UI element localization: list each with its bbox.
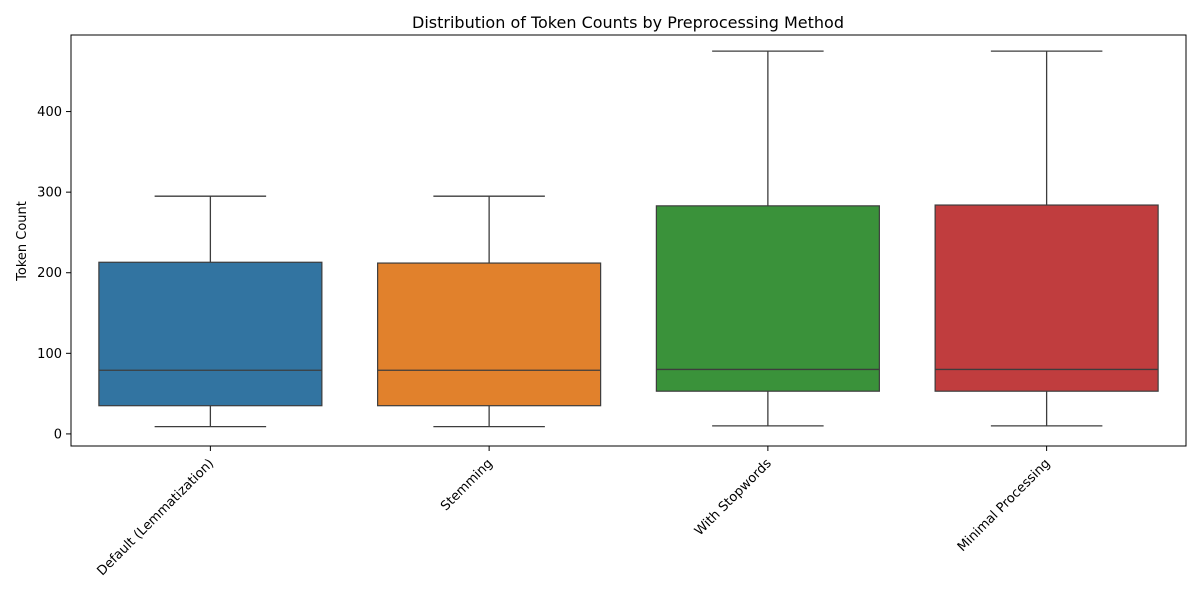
x-tick-label: With Stopwords [692,456,775,539]
y-axis-label: Token Count [15,201,30,282]
y-tick-label: 100 [37,347,62,362]
box-1 [98,261,323,407]
x-tick-label: Stemming [438,456,496,514]
y-axis: 0 100 200 300 400 [37,105,71,442]
x-tick-label: Default (Lemmatization) [95,456,218,579]
x-axis: Default (Lemmatization) Stemming With Stop… [95,446,1054,579]
box-3 [655,205,880,392]
plot-frame [70,34,1187,447]
y-tick-label: 400 [37,105,62,120]
y-tick-label: 0 [54,427,62,442]
y-tick-label: 200 [37,266,62,281]
box-4 [934,204,1159,392]
x-tick-label: Minimal Processing [955,456,1054,555]
chart-title: Distribution of Token Counts by Preproce… [412,13,844,32]
y-tick-label: 300 [37,186,62,201]
box-plot-group [98,50,1159,428]
box-2 [377,262,602,407]
